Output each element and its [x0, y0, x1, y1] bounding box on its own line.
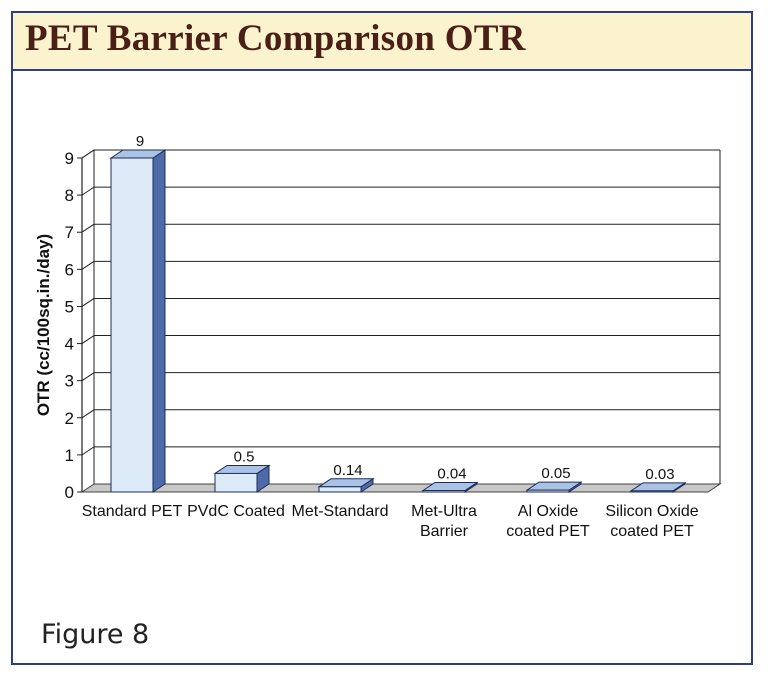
- bar: [213, 464, 271, 493]
- data-label: 0.14: [333, 462, 362, 479]
- y-axis-label: OTR (cc/100sq.in./day): [34, 234, 53, 416]
- gridline-depth: [81, 186, 95, 196]
- bar-front: [422, 490, 466, 493]
- bar: [109, 149, 167, 493]
- y-tick-label: 4: [65, 335, 74, 354]
- y-tick-label: 0: [65, 483, 74, 502]
- x-tick-label: Silicon Oxide: [605, 503, 698, 520]
- gridline-depth: [81, 446, 95, 456]
- y-tick-label: 5: [65, 297, 74, 316]
- data-label: 0.5: [234, 448, 255, 465]
- bar: [317, 477, 375, 493]
- x-tick-label: Met-Standard: [292, 503, 389, 520]
- gridline-depth: [81, 260, 95, 270]
- x-tick-label: PVdC Coated: [187, 503, 285, 520]
- chart-title: PET Barrier Comparison OTR: [25, 18, 526, 59]
- x-tick-label: Standard PET: [82, 503, 183, 520]
- bar: [421, 481, 479, 493]
- bar-front: [630, 490, 674, 493]
- gridline-depth: [81, 409, 95, 419]
- data-label: 9: [136, 133, 144, 150]
- gridline-depth: [81, 372, 95, 382]
- x-tick-label: coated PET: [610, 523, 694, 540]
- data-label: 0.05: [541, 465, 570, 482]
- y-tick-label: 8: [65, 186, 74, 205]
- y-axis-top-depth: [81, 149, 95, 159]
- y-tick-label: 1: [65, 446, 74, 465]
- gridline-depth: [81, 335, 95, 344]
- y-tick-label: 3: [65, 372, 74, 391]
- bar: [525, 481, 583, 493]
- data-label: 0.04: [437, 466, 466, 483]
- bar-front: [526, 489, 570, 493]
- chart-floor: [80, 483, 722, 493]
- y-tick-label: 2: [65, 409, 74, 428]
- y-tick-label: 9: [65, 149, 74, 168]
- x-tick-label: Al Oxide: [518, 503, 579, 520]
- data-label: 0.03: [645, 466, 674, 483]
- y-tick-label: 6: [65, 260, 74, 279]
- bar: [629, 481, 687, 493]
- gridline-depth: [81, 298, 95, 307]
- bar-side: [152, 149, 166, 493]
- x-tick-label: Met-Ultra: [411, 503, 477, 520]
- figure-caption: Figure 8: [41, 619, 150, 650]
- x-tick-label: coated PET: [506, 523, 590, 540]
- bar-front: [214, 472, 258, 493]
- bar-front: [318, 486, 362, 493]
- bar-front: [110, 157, 154, 493]
- gridline-depth: [81, 223, 95, 233]
- y-tick-label: 7: [65, 223, 74, 242]
- x-tick-label: Barrier: [420, 523, 469, 540]
- title-bar: PET Barrier Comparison OTR: [13, 13, 751, 71]
